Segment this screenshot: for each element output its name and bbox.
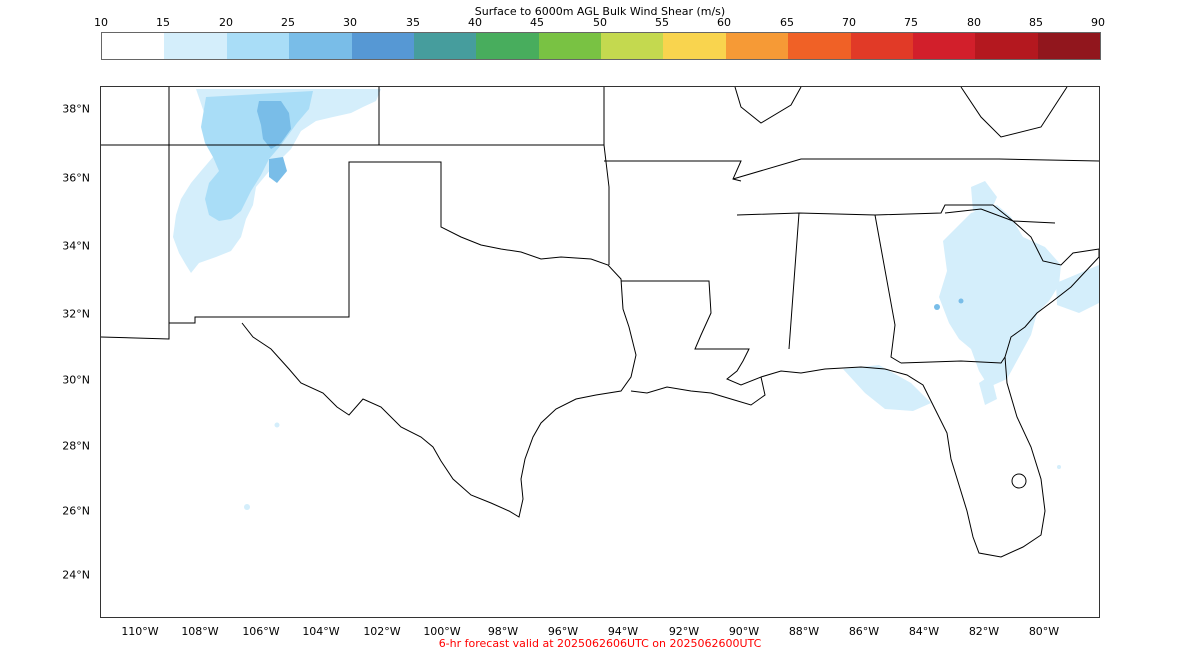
- colorbar-swatch: [725, 33, 789, 59]
- colorbar-title: Surface to 6000m AGL Bulk Wind Shear (m/…: [474, 5, 726, 18]
- colorbar-tick: 40: [468, 16, 482, 29]
- texas-boundary: [101, 161, 637, 518]
- lat-label: 38°N: [62, 102, 90, 116]
- lon-label: 90°W: [728, 625, 760, 638]
- colorbar-tick: 50: [593, 16, 607, 29]
- lon-label: 108°W: [181, 625, 219, 638]
- colorbar-swatch: [912, 33, 976, 59]
- lon-label: 94°W: [607, 625, 639, 638]
- colorbar-swatch: [788, 33, 851, 59]
- shear-area-dark: [269, 157, 287, 183]
- lon-label: 106°W: [242, 625, 280, 638]
- nm-ok-border: [101, 87, 605, 337]
- lon-label: 88°W: [788, 625, 820, 638]
- colorbar-swatch: [164, 33, 227, 59]
- shear-dot: [244, 504, 250, 510]
- lon-label: 96°W: [547, 625, 579, 638]
- colorbar-tick: 10: [94, 16, 108, 29]
- sc-nc-border: [944, 208, 1056, 224]
- colorbar-tick: 60: [717, 16, 731, 29]
- shear-dot: [274, 422, 280, 428]
- tn-ky-border: [732, 158, 1099, 180]
- shear-area-dark: [257, 101, 291, 149]
- colorbar-tick: 85: [1029, 16, 1043, 29]
- lon-label: 80°W: [1028, 625, 1060, 638]
- lon-label: 92°W: [668, 625, 700, 638]
- shear-area-medium: [201, 91, 313, 221]
- lat-label: 30°N: [62, 373, 90, 387]
- colorbar-swatch: [226, 33, 290, 59]
- lon-label: 110°W: [121, 625, 159, 638]
- shear-dot: [1057, 465, 1061, 469]
- colorbar-tick: 65: [780, 16, 794, 29]
- colorbar-swatch: [975, 33, 1038, 59]
- colorbar-swatch: [663, 33, 726, 59]
- shear-area-light: [971, 181, 997, 215]
- map-boundaries: [101, 87, 1099, 558]
- lon-label: 100°W: [423, 625, 461, 638]
- lat-label: 36°N: [62, 171, 90, 185]
- lat-label: 28°N: [62, 439, 90, 453]
- shear-dot: [934, 304, 940, 310]
- shear-area-light: [1056, 265, 1099, 313]
- colorbar-swatch: [102, 33, 165, 59]
- shear-area-light: [843, 365, 931, 411]
- map-frame: [100, 86, 1100, 618]
- colorbar-swatch: [1037, 33, 1100, 59]
- lat-label: 34°N: [62, 239, 90, 253]
- shear-dot: [958, 298, 964, 304]
- lon-label: 82°W: [968, 625, 1000, 638]
- lon-label: 84°W: [908, 625, 940, 638]
- la-boundary: [621, 280, 766, 406]
- lon-label: 102°W: [363, 625, 401, 638]
- colorbar-tick: 15: [156, 16, 170, 29]
- lat-label: 26°N: [62, 504, 90, 518]
- colorbar-tick: 75: [904, 16, 918, 29]
- colorbar-tick: 25: [281, 16, 295, 29]
- shear-area-light: [979, 375, 997, 405]
- colorbar-tick: 35: [406, 16, 420, 29]
- lake-okeechobee: [1011, 473, 1027, 489]
- lat-label: 24°N: [62, 568, 90, 582]
- colorbar: [101, 32, 1101, 60]
- colorbar-tick: 45: [530, 16, 544, 29]
- lon-label: 104°W: [302, 625, 340, 638]
- map-canvas: [101, 87, 1099, 558]
- lat-label: 32°N: [62, 307, 90, 321]
- fl-ga-border: [900, 356, 1006, 364]
- colorbar-swatch: [538, 33, 601, 59]
- lon-label: 98°W: [487, 625, 519, 638]
- colorbar-tick: 55: [655, 16, 669, 29]
- wind-shear-shading: [173, 89, 1099, 510]
- colorbar-swatch: [351, 33, 414, 59]
- lon-label: 86°W: [848, 625, 880, 638]
- ok-ar-border: [603, 144, 742, 265]
- shear-area-light: [939, 205, 1061, 387]
- colorbar-tick: 30: [343, 16, 357, 29]
- forecast-valid-text: 6-hr forecast valid at 2025062606UTC on …: [438, 637, 762, 650]
- east-coast: [760, 204, 1099, 558]
- colorbar-tick: 70: [842, 16, 856, 29]
- colorbar-tick: 20: [219, 16, 233, 29]
- colorbar-swatch: [601, 33, 664, 59]
- colorbar-swatch: [476, 33, 539, 59]
- colorbar-swatch: [289, 33, 352, 59]
- ms-al-ga-borders: [736, 204, 993, 364]
- colorbar-tick: 90: [1091, 16, 1105, 29]
- colorbar-swatch: [413, 33, 477, 59]
- colorbar-tick: 80: [967, 16, 981, 29]
- colorbar-swatch: [850, 33, 913, 59]
- great-lakes-region: [734, 87, 1068, 138]
